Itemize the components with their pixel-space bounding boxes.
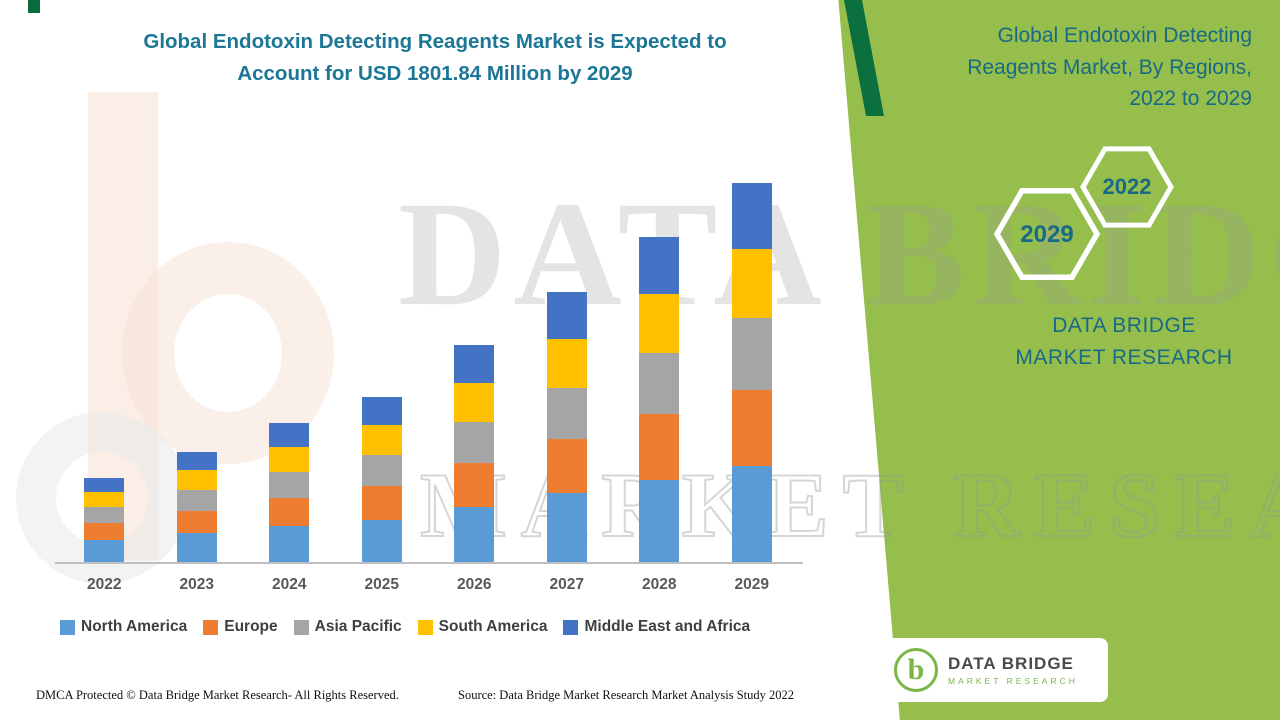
segment-middle-east-and-africa[interactable] [176,452,217,471]
segment-north-america[interactable] [454,507,495,563]
legend-label: Middle East and Africa [584,618,751,635]
segment-south-america[interactable] [269,446,310,472]
legend-item-north-america[interactable]: North America [60,618,187,636]
hexagon-2022: 2022 [1080,146,1174,228]
x-label-2025: 2025 [364,576,399,593]
segment-middle-east-and-africa[interactable] [454,345,495,383]
segment-north-america[interactable] [546,493,587,563]
segment-south-america[interactable] [454,382,495,423]
segment-asia-pacific[interactable] [454,422,495,464]
segment-europe[interactable] [639,414,680,480]
segment-europe[interactable] [361,486,402,520]
segment-asia-pacific[interactable] [731,317,772,390]
bar-chart [58,163,798,563]
legend-label: Europe [224,618,278,635]
x-label-2026: 2026 [457,576,492,593]
legend-swatch [293,619,309,635]
segment-middle-east-and-africa[interactable] [546,292,587,339]
segment-middle-east-and-africa[interactable] [84,478,125,492]
year-hexagons: 2029 2022 [993,146,1174,281]
legend-swatch [60,619,75,635]
x-label-2029: 2029 [734,576,769,593]
segment-europe[interactable] [269,498,310,527]
legend-item-asia-pacific[interactable]: Asia Pacific [293,618,402,636]
x-axis-labels: 2022 2023 2024 2025 2026 2027 2028 2029 [58,576,798,594]
legend-label: South America [438,618,548,635]
legend-swatch [417,619,433,635]
brand-text: DATA BRIDGE MARKET RESEARCH [1015,314,1233,369]
bar-2023[interactable] [176,452,217,563]
legend-item-south-america[interactable]: South America [417,618,548,636]
x-label-2022: 2022 [87,576,122,593]
segment-europe[interactable] [731,389,772,466]
source-note: Source: Data Bridge Market Research Mark… [458,688,795,702]
data-bridge-logo-card: b DATA BRIDGE MARKET RESEARCH [880,638,1108,702]
segment-south-america[interactable] [731,248,772,318]
segment-south-america[interactable] [361,425,402,456]
x-label-2027: 2027 [549,576,584,593]
segment-europe[interactable] [176,511,217,534]
segment-north-america[interactable] [269,526,310,563]
segment-asia-pacific[interactable] [84,507,125,523]
bar-2029[interactable] [731,183,772,563]
dmca-notice: DMCA Protected © Data Bridge Market Rese… [36,688,399,702]
hexagon-2029-label: 2029 [1020,221,1073,248]
corner-accent [28,0,40,13]
segment-asia-pacific[interactable] [269,471,310,499]
segment-north-america[interactable] [84,539,125,563]
segment-asia-pacific[interactable] [639,352,680,415]
segment-north-america[interactable] [176,533,217,563]
x-label-2023: 2023 [179,576,214,593]
segment-south-america[interactable] [176,470,217,491]
segment-north-america[interactable] [639,479,680,563]
segment-north-america[interactable] [361,519,402,563]
segment-middle-east-and-africa[interactable] [361,397,402,426]
bar-2027[interactable] [546,292,587,563]
segment-middle-east-and-africa[interactable] [639,237,680,294]
chart-title: Global Endotoxin Detecting Reagents Mark… [143,30,727,85]
x-label-2028: 2028 [642,576,677,593]
x-label-2024: 2024 [272,576,307,593]
chart-legend: North America Europe Asia Pacific South Ame… [60,618,750,636]
legend-label: Asia Pacific [314,618,402,635]
bar-2025[interactable] [361,397,402,563]
segment-europe[interactable] [84,522,125,540]
logo-subtitle: MARKET RESEARCH [948,676,1078,686]
segment-south-america[interactable] [84,491,125,508]
bar-2024[interactable] [269,423,310,563]
legend-swatch [203,619,219,635]
logo-title: DATA BRIDGE [948,654,1074,673]
watermark-data-bridge: DATA BRIDGE [398,171,1280,337]
segment-south-america[interactable] [546,338,587,388]
hexagon-2029: 2029 [993,187,1101,281]
legend-item-middle-east-and-africa[interactable]: Middle East and Africa [563,618,750,636]
segment-asia-pacific[interactable] [361,455,402,487]
data-bridge-logo-icon: b [894,648,938,692]
segment-south-america[interactable] [639,293,680,353]
bar-2028[interactable] [639,237,680,563]
segment-middle-east-and-africa[interactable] [731,183,772,249]
hexagon-2022-label: 2022 [1103,174,1152,199]
segment-europe[interactable] [454,463,495,508]
bar-2026[interactable] [454,345,495,563]
segment-middle-east-and-africa[interactable] [269,423,310,447]
legend-label: North America [81,618,188,635]
segment-europe[interactable] [546,439,587,494]
panel-title: Global Endotoxin Detecting Reagents Mark… [967,24,1252,110]
x-axis-line [55,562,803,564]
legend-item-europe[interactable]: Europe [203,618,278,636]
legend-swatch [563,619,579,635]
segment-asia-pacific[interactable] [546,387,587,439]
segment-north-america[interactable] [731,466,772,563]
bar-2022[interactable] [84,478,125,563]
segment-asia-pacific[interactable] [176,490,217,512]
